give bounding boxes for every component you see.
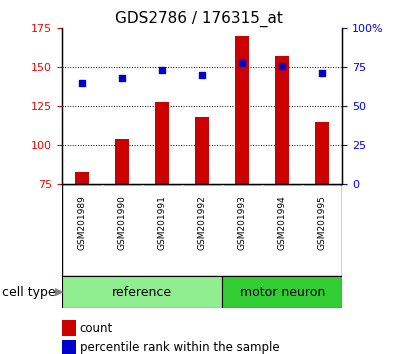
Text: GSM201990: GSM201990	[117, 195, 126, 250]
Text: GSM201992: GSM201992	[197, 195, 207, 250]
Text: ▶: ▶	[55, 287, 63, 297]
Bar	[235, 36, 249, 184]
Bar	[195, 117, 209, 184]
Text: percentile rank within the sample: percentile rank within the sample	[80, 341, 279, 354]
Point	[239, 60, 245, 65]
Point	[159, 68, 165, 73]
Bar	[315, 122, 329, 184]
Text: cell type: cell type	[2, 286, 56, 298]
Text: GSM201995: GSM201995	[318, 195, 327, 250]
Point	[279, 63, 285, 69]
Bar	[62, 184, 342, 276]
Text: GSM201991: GSM201991	[157, 195, 166, 250]
Point	[119, 75, 125, 81]
Text: motor neuron: motor neuron	[240, 286, 325, 298]
Bar	[62, 276, 222, 308]
Point	[319, 71, 326, 76]
Bar	[275, 56, 289, 184]
Bar	[115, 139, 129, 184]
Bar	[155, 102, 169, 184]
Point	[199, 72, 205, 78]
Text: count: count	[80, 322, 113, 335]
Bar	[75, 172, 89, 184]
Text: reference: reference	[112, 286, 172, 298]
Point	[78, 80, 85, 86]
Text: GSM201993: GSM201993	[238, 195, 247, 250]
Text: GSM201989: GSM201989	[77, 195, 86, 250]
Bar	[222, 276, 342, 308]
Text: GSM201994: GSM201994	[278, 195, 287, 250]
Text: GDS2786 / 176315_at: GDS2786 / 176315_at	[115, 11, 283, 27]
